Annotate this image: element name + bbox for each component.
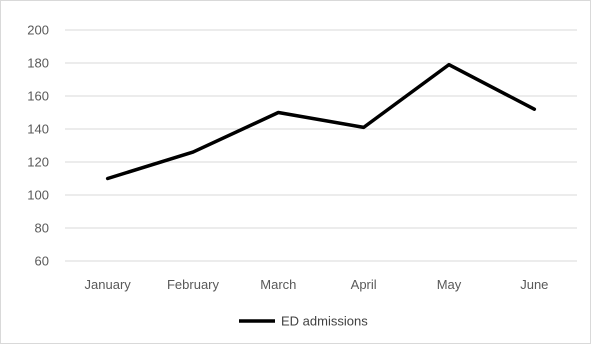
- y-tick-label: 180: [27, 56, 49, 71]
- y-tick-label: 100: [27, 188, 49, 203]
- x-tick-label: March: [260, 277, 296, 292]
- line-chart: 60 80 100 120 140 160 180 200 January February Ma…: [1, 1, 590, 343]
- y-tick-label: 200: [27, 23, 49, 38]
- y-tick-label: 80: [35, 221, 49, 236]
- y-tick-label: 60: [35, 254, 49, 269]
- legend: ED admissions: [239, 314, 368, 329]
- y-axis: 60 80 100 120 140 160 180 200: [27, 23, 49, 269]
- y-tick-label: 140: [27, 122, 49, 137]
- x-tick-label: January: [85, 277, 132, 292]
- legend-label: ED admissions: [281, 314, 368, 329]
- x-tick-label: February: [167, 277, 220, 292]
- series-group: [108, 65, 535, 179]
- y-tick-label: 160: [27, 89, 49, 104]
- gridlines: [65, 30, 577, 261]
- x-tick-label: May: [437, 277, 462, 292]
- x-tick-label: April: [351, 277, 377, 292]
- x-tick-label: June: [520, 277, 548, 292]
- series-line: [108, 65, 535, 179]
- x-axis: January February March April May June: [85, 277, 549, 292]
- y-tick-label: 120: [27, 155, 49, 170]
